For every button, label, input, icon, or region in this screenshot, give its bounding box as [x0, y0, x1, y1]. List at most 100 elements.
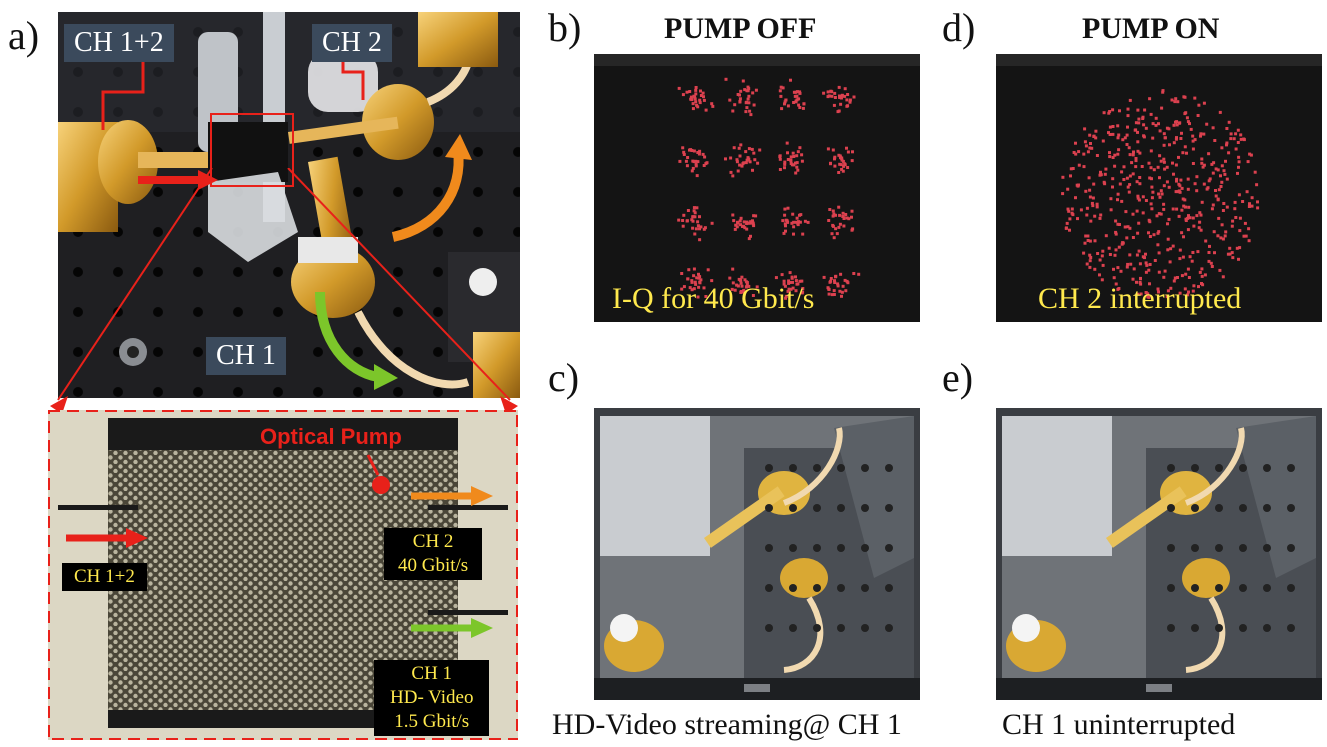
iq-symbol-dot — [798, 146, 802, 150]
iq-symbol-dot — [792, 163, 796, 167]
noisy-symbol-dot — [1231, 256, 1235, 260]
noisy-symbol-dot — [1157, 290, 1160, 294]
noisy-symbol-dot — [1201, 165, 1205, 169]
iq-symbol-dot — [801, 287, 805, 290]
noisy-symbol-dot — [1158, 129, 1162, 133]
ch12-tag: CH 1+2 — [64, 24, 174, 62]
iq-symbol-dot — [710, 279, 714, 283]
noisy-symbol-dot — [1098, 216, 1102, 220]
iq-symbol-dot — [778, 168, 782, 171]
noisy-symbol-dot — [1136, 149, 1140, 153]
noisy-symbol-dot — [1150, 177, 1153, 181]
iq-symbol-dot — [828, 208, 832, 211]
noisy-symbol-dot — [1132, 267, 1136, 271]
iq-symbol-dot — [698, 275, 702, 279]
iq-symbol-dot — [789, 162, 793, 165]
iq-symbol-dot — [706, 268, 710, 272]
noisy-symbol-dot — [1136, 108, 1140, 112]
noisy-symbol-dot — [1239, 137, 1243, 141]
noisy-symbol-dot — [1239, 133, 1243, 137]
noisy-symbol-dot — [1175, 207, 1179, 211]
iq-symbol-dot — [840, 167, 844, 171]
iq-symbol-dot — [833, 164, 837, 168]
iq-symbol-dot — [790, 275, 794, 279]
noisy-symbol-dot — [1219, 174, 1222, 178]
noisy-symbol-dot — [1186, 120, 1190, 124]
noisy-symbol-dot — [1128, 153, 1132, 157]
noisy-symbol-dot — [1198, 220, 1202, 224]
noisy-symbol-dot — [1092, 182, 1096, 186]
noisy-symbol-dot — [1172, 141, 1176, 145]
iq-symbol-dot — [783, 166, 786, 170]
noisy-symbol-dot — [1217, 188, 1221, 192]
noisy-symbol-dot — [1225, 177, 1229, 181]
noisy-symbol-dot — [1256, 206, 1260, 210]
iq-symbol-dot — [790, 221, 794, 225]
noisy-symbol-dot — [1143, 256, 1146, 260]
noisy-symbol-dot — [1108, 155, 1112, 159]
noisy-symbol-dot — [1221, 275, 1225, 279]
noisy-symbol-dot — [1224, 230, 1228, 234]
iq-symbol-dot — [697, 152, 701, 156]
noisy-symbol-dot — [1191, 162, 1195, 165]
noisy-symbol-dot — [1102, 180, 1106, 184]
noisy-symbol-dot — [1221, 237, 1225, 241]
noisy-symbol-dot — [1154, 123, 1158, 127]
iq-symbol-dot — [782, 282, 786, 286]
iq-symbol-dot — [736, 169, 740, 173]
iq-symbol-dot — [694, 227, 698, 231]
noisy-symbol-dot — [1136, 292, 1140, 296]
noisy-symbol-dot — [1189, 127, 1193, 131]
iq-symbol-dot — [739, 89, 743, 93]
noisy-symbol-dot — [1172, 279, 1176, 283]
noisy-symbol-dot — [1218, 110, 1222, 114]
noisy-symbol-dot — [1101, 263, 1105, 267]
iq-symbol-dot — [784, 296, 788, 300]
noisy-symbol-dot — [1172, 172, 1175, 176]
noisy-symbol-dot — [1207, 179, 1211, 183]
noisy-symbol-dot — [1245, 190, 1249, 194]
iq-symbol-dot — [780, 107, 784, 111]
iq-symbol-dot — [754, 88, 758, 92]
noisy-symbol-dot — [1227, 151, 1231, 155]
iq-symbol-dot — [697, 272, 700, 276]
noisy-symbol-dot — [1206, 186, 1210, 190]
noisy-symbol-dot — [1125, 236, 1129, 240]
noisy-symbol-dot — [1149, 166, 1153, 170]
iq-symbol-dot — [690, 288, 694, 292]
iq-symbol-dot — [848, 98, 852, 102]
iq-symbol-dot — [841, 284, 845, 288]
iq-symbol-dot — [736, 220, 739, 224]
noisy-symbol-dot — [1178, 190, 1182, 194]
noisy-symbol-dot — [1095, 154, 1099, 157]
noisy-symbol-dot — [1238, 246, 1242, 250]
iq-symbol-dot — [822, 275, 826, 279]
iq-symbol-dot — [782, 279, 786, 283]
iq-symbol-dot — [800, 159, 804, 163]
noisy-symbol-dot — [1157, 192, 1161, 196]
iq-symbol-dot — [744, 161, 748, 165]
iq-symbol-dot — [778, 89, 782, 93]
noisy-symbol-dot — [1162, 132, 1166, 136]
iq-symbol-dot — [703, 226, 707, 230]
iq-symbol-dot — [694, 86, 698, 89]
iq-symbol-dot — [846, 104, 850, 108]
noisy-symbol-dot — [1246, 160, 1250, 164]
noisy-symbol-dot — [1099, 213, 1103, 217]
noisy-symbol-dot — [1091, 204, 1095, 208]
noisy-symbol-dot — [1074, 152, 1078, 156]
noisy-symbol-dot — [1191, 139, 1195, 143]
iq-symbol-dot — [742, 299, 746, 303]
noisy-symbol-dot — [1082, 251, 1086, 255]
iq-symbol-dot — [694, 282, 698, 286]
noisy-symbol-dot — [1122, 178, 1126, 181]
noisy-symbol-dot — [1118, 109, 1121, 113]
iq-symbol-dot — [735, 283, 739, 287]
iq-symbol-dot — [702, 95, 705, 99]
iq-symbol-dot — [731, 109, 735, 113]
iq-symbol-dot — [788, 271, 792, 275]
noisy-symbol-dot — [1223, 172, 1227, 176]
noisy-symbol-dot — [1192, 284, 1196, 288]
noisy-symbol-dot — [1114, 230, 1118, 234]
iq-symbol-dot — [801, 232, 805, 236]
